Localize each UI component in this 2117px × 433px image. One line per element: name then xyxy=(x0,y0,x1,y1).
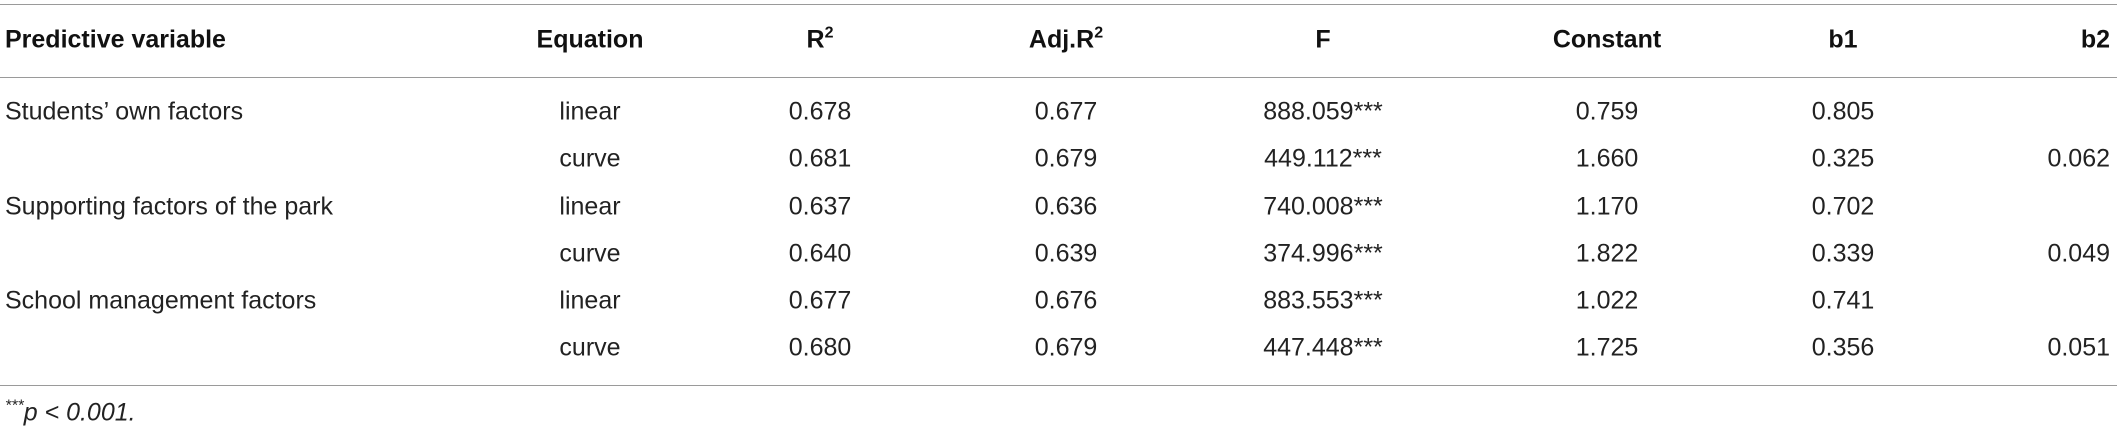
table-cell: 0.805 xyxy=(1811,97,1875,126)
table-cell: 0.678 xyxy=(788,97,852,126)
header-text: F xyxy=(1315,25,1331,54)
table-cell: 740.008*** xyxy=(1263,192,1383,221)
table-cell: 883.553*** xyxy=(1263,286,1383,315)
table-cell: linear xyxy=(559,97,621,126)
table-cell: 0.677 xyxy=(1034,97,1098,126)
table-cell: 0.702 xyxy=(1811,192,1875,221)
table-cell: curve xyxy=(559,239,621,268)
table-cell: 0.356 xyxy=(1811,333,1875,362)
column-header: b1 xyxy=(1828,26,1857,55)
header-text: Equation xyxy=(536,25,644,54)
header-rule xyxy=(0,77,2117,78)
column-header: Predictive variable xyxy=(5,26,226,55)
column-header: Adj.R2 xyxy=(1028,24,1104,55)
column-header: F xyxy=(1315,26,1330,55)
table-cell: 0.639 xyxy=(1034,239,1098,268)
column-header: R2 xyxy=(806,24,834,55)
table-cell: linear xyxy=(559,192,621,221)
row-label: School management factors xyxy=(5,286,317,315)
table-cell: 0.339 xyxy=(1811,239,1875,268)
table-cell: 888.059*** xyxy=(1263,97,1383,126)
column-header: Constant xyxy=(1553,26,1661,55)
header-text: Constant xyxy=(1552,25,1662,54)
header-superscript: 2 xyxy=(1094,24,1104,42)
header-text: b2 xyxy=(2080,25,2110,54)
header-text: Adj.R xyxy=(1028,25,1095,54)
footnote-superscript: *** xyxy=(5,397,24,415)
row-label: Students’ own factors xyxy=(5,97,244,126)
top-rule xyxy=(0,4,2117,5)
table-cell: 1.170 xyxy=(1575,192,1639,221)
table-cell: 0.062 xyxy=(2047,144,2110,173)
table-cell: 0.640 xyxy=(788,239,852,268)
table-cell: 449.112*** xyxy=(1264,144,1382,173)
table-cell: 0.636 xyxy=(1034,192,1098,221)
table-cell: 0.679 xyxy=(1034,333,1098,362)
table-cell: 1.660 xyxy=(1575,144,1639,173)
table-cell: 1.022 xyxy=(1575,286,1639,315)
table-cell: 0.741 xyxy=(1811,286,1875,315)
table-cell: curve xyxy=(559,333,621,362)
table-cell: 1.822 xyxy=(1575,239,1639,268)
header-text: R xyxy=(806,25,825,54)
table-cell: 0.679 xyxy=(1034,144,1098,173)
table-cell: 0.680 xyxy=(788,333,852,362)
header-text: Predictive variable xyxy=(5,25,226,54)
footnote: ***p < 0.001. xyxy=(5,397,136,428)
table-cell: 0.051 xyxy=(2047,333,2110,362)
column-header: b2 xyxy=(2081,26,2110,55)
table-cell: 374.996*** xyxy=(1263,239,1383,268)
table-cell: 0.637 xyxy=(788,192,852,221)
column-header: Equation xyxy=(537,26,644,55)
table-cell: 447.448*** xyxy=(1263,333,1383,362)
table-cell: 0.681 xyxy=(788,144,852,173)
table-cell: curve xyxy=(559,144,621,173)
table-cell: linear xyxy=(559,286,621,315)
table-cell: 0.677 xyxy=(788,286,852,315)
footnote-text: p < 0.001. xyxy=(23,398,136,427)
table-cell: 1.725 xyxy=(1575,333,1639,362)
bottom-rule xyxy=(0,385,2117,386)
header-superscript: 2 xyxy=(824,24,834,42)
header-text: b1 xyxy=(1828,25,1858,54)
table-cell: 0.676 xyxy=(1034,286,1098,315)
row-label: Supporting factors of the park xyxy=(5,192,333,221)
table-cell: 0.759 xyxy=(1575,97,1639,126)
table-cell: 0.325 xyxy=(1811,144,1875,173)
table-cell: 0.049 xyxy=(2047,239,2110,268)
